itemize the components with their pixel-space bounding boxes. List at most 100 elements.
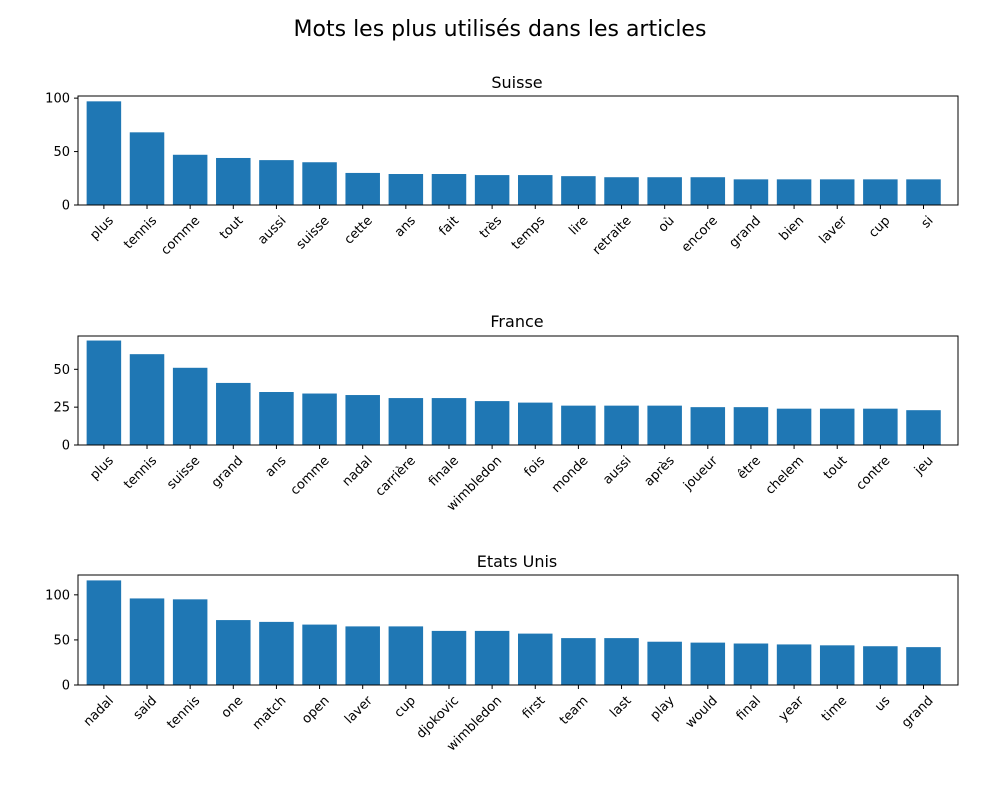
- bar-last: [604, 638, 639, 685]
- bar-comme: [172, 154, 208, 205]
- bar-fois: [518, 402, 553, 445]
- bar-carrière: [388, 398, 424, 445]
- x-tick-label: aussi: [600, 453, 634, 487]
- bar-one: [216, 620, 251, 685]
- x-tick-label: où: [656, 213, 678, 235]
- y-tick-label: 0: [62, 679, 70, 694]
- x-tick-label: fait: [436, 213, 462, 239]
- x-tick-label: laver: [342, 693, 376, 727]
- bar-time: [819, 645, 855, 685]
- x-tick-label: said: [131, 693, 160, 722]
- x-tick-label: grand: [209, 453, 247, 491]
- x-tick-label: one: [219, 693, 247, 721]
- x-tick-label: match: [250, 693, 290, 733]
- bar-suisse: [302, 162, 337, 205]
- x-tick-label: si: [919, 213, 937, 231]
- x-tick-label: year: [776, 693, 808, 725]
- subplot-title: Suisse: [491, 73, 542, 92]
- bar-grand: [216, 382, 251, 445]
- x-tick-label: laver: [817, 213, 851, 247]
- x-tick-label: time: [819, 693, 850, 724]
- bar-chelem: [776, 408, 812, 445]
- y-tick-label: 100: [45, 92, 70, 107]
- x-tick-label: open: [299, 693, 333, 727]
- bar-encore: [690, 177, 726, 205]
- bar-fait: [431, 174, 467, 205]
- bar-lire: [561, 176, 596, 205]
- x-tick-label: ans: [392, 213, 419, 240]
- x-tick-label: first: [520, 693, 549, 722]
- bar-aussi: [259, 160, 294, 205]
- bar-laver: [345, 626, 380, 685]
- bar-si: [906, 179, 941, 205]
- subplot-etats-unis: Etats Unis 0 50 100 nadal said tennis one match…: [45, 552, 959, 754]
- x-tick-label: tout: [821, 453, 850, 482]
- bar-tout: [819, 408, 855, 445]
- bar-plus: [86, 101, 122, 205]
- x-tick-label: comme: [288, 453, 333, 498]
- y-tick-label: 0: [62, 199, 70, 214]
- x-tick-label: plus: [87, 453, 117, 483]
- x-tick-label: jeu: [911, 453, 936, 478]
- bar-tout: [216, 157, 251, 205]
- y-tick-label: 50: [53, 363, 70, 378]
- x-tick-label: tennis: [121, 453, 160, 492]
- x-tick-label: contre: [853, 453, 893, 493]
- subplot-france: France 0 25 50 plus tennis suisse grand anscomm…: [53, 312, 959, 514]
- x-tick-label: fois: [521, 453, 548, 480]
- x-tick-label: tennis: [121, 213, 160, 252]
- bar-first: [518, 633, 553, 685]
- x-tick-label: cup: [866, 213, 893, 240]
- bar-ans: [259, 392, 294, 445]
- bar-grand: [733, 179, 769, 205]
- x-tick-label: bien: [777, 213, 807, 243]
- bar-retraite: [604, 177, 639, 205]
- bar-tennis: [172, 599, 208, 685]
- bar-finale: [431, 398, 467, 445]
- x-tick-label: us: [872, 693, 893, 714]
- axes-frame: [77, 574, 959, 686]
- y-tick-label: 25: [53, 401, 70, 416]
- x-tick-label: nadal: [81, 693, 117, 729]
- bar-final: [733, 643, 769, 685]
- x-tick-label: team: [557, 693, 591, 727]
- x-tick-label: chelem: [763, 453, 807, 497]
- bar-play: [647, 641, 682, 685]
- bar-comme: [302, 393, 337, 445]
- x-tick-label: comme: [158, 213, 203, 258]
- bar-cette: [345, 172, 380, 205]
- y-tick-label: 0: [62, 439, 70, 454]
- x-tick-label: cup: [392, 693, 419, 720]
- x-tick-label: play: [648, 693, 678, 723]
- bar-wimbledon: [474, 401, 510, 445]
- x-tick-label: cette: [342, 213, 376, 247]
- x-tick-label: retraite: [590, 213, 635, 258]
- x-tick-label: joueur: [680, 453, 721, 494]
- x-tick-label: carrière: [373, 453, 419, 499]
- bar-nadal: [86, 580, 122, 685]
- x-tick-label: would: [683, 693, 721, 731]
- bar-djokovic: [431, 630, 467, 685]
- bar-jeu: [906, 410, 941, 445]
- x-tick-label: ans: [263, 453, 290, 480]
- x-tick-label: après: [642, 453, 678, 489]
- bar-said: [129, 598, 165, 685]
- x-tick-label: finale: [426, 453, 462, 489]
- bar-cup: [863, 179, 898, 205]
- bar-tennis: [129, 132, 165, 205]
- bar-team: [561, 638, 596, 685]
- x-tick-label: nadal: [340, 453, 376, 489]
- figure-title: Mots les plus utilisés dans les articles: [294, 17, 707, 42]
- x-tick-label: tennis: [164, 693, 203, 732]
- bar-ans: [388, 174, 424, 205]
- bar-aussi: [604, 405, 639, 445]
- bar-nadal: [345, 395, 380, 445]
- x-tick-label: plus: [87, 213, 117, 243]
- bar-temps: [518, 175, 553, 205]
- x-tick-label: final: [734, 693, 764, 723]
- bar-joueur: [690, 407, 726, 445]
- bar-wimbledon: [474, 630, 510, 685]
- x-tick-label: suisse: [164, 453, 203, 492]
